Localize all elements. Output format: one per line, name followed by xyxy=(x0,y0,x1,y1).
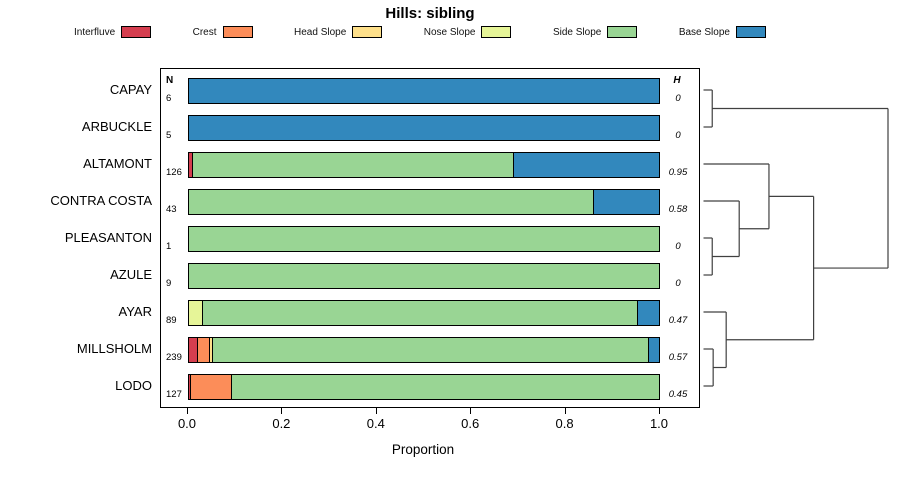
h-value: 0 xyxy=(675,278,681,289)
legend-item: Nose Slope xyxy=(424,26,512,38)
legend-swatch xyxy=(607,26,638,38)
legend-label: Side Slope xyxy=(552,26,602,38)
legend-label: Crest xyxy=(192,26,217,38)
h-value: 0.45 xyxy=(668,389,688,400)
x-axis-tick xyxy=(281,408,283,414)
bar-segment-side-slope xyxy=(212,337,650,363)
bar-segment-base-slope xyxy=(592,189,660,215)
bar-segment-base-slope xyxy=(648,337,660,363)
x-axis-tick-label: 0.0 xyxy=(177,416,197,431)
bar-segment-base-slope xyxy=(636,300,660,326)
h-value: 0.47 xyxy=(668,315,688,326)
bar-segment-side-slope xyxy=(188,189,594,215)
legend-swatch xyxy=(222,26,253,38)
n-value: 6 xyxy=(166,93,172,104)
x-axis-tick xyxy=(470,408,472,414)
legend-item: Base Slope xyxy=(679,26,766,38)
legend-label: Base Slope xyxy=(678,26,730,38)
y-axis-label: LODO xyxy=(115,378,152,393)
n-value: 43 xyxy=(166,204,177,215)
y-axis-label: ALTAMONT xyxy=(83,156,152,171)
plot-panel: N H 6 0 5 0 126 0.95 43 0.58 1 0 9 0 89 0.47 239 0.57 12… xyxy=(160,68,700,408)
n-value: 5 xyxy=(166,130,172,141)
x-axis-tick xyxy=(375,408,377,414)
x-axis-tick-label: 0.2 xyxy=(272,416,291,431)
h-value: 0 xyxy=(675,93,681,104)
y-axis-label: PLEASANTON xyxy=(64,230,152,245)
x-axis-title: Proportion xyxy=(391,442,455,457)
n-column-header: N xyxy=(166,75,174,86)
x-axis-tick xyxy=(564,408,566,414)
legend-item: Interfluve xyxy=(74,26,152,38)
bar-segment-base-slope xyxy=(512,152,660,178)
h-column-header: H xyxy=(673,75,681,86)
legend-label: Interfluve xyxy=(74,26,116,38)
h-value: 0.95 xyxy=(668,167,688,178)
h-value: 0.58 xyxy=(668,204,688,215)
legend-item: Side Slope xyxy=(552,26,638,38)
bar-segment-base-slope xyxy=(188,78,660,104)
y-axis-label: AYAR xyxy=(118,304,152,319)
legend: Interfluve Crest Head Slope Nose Slope Side … xyxy=(74,26,766,38)
bar-segment-side-slope xyxy=(202,300,638,326)
y-axis-label: ARBUCKLE xyxy=(81,119,152,134)
h-value: 0 xyxy=(675,241,681,252)
legend-swatch xyxy=(352,26,383,38)
y-axis-label: CAPAY xyxy=(109,82,152,97)
n-value: 127 xyxy=(166,389,182,400)
n-value: 9 xyxy=(166,278,172,289)
x-axis-tick-label: 0.8 xyxy=(555,416,574,431)
y-axis-label: MILLSHOLM xyxy=(76,341,152,356)
n-value: 126 xyxy=(166,167,182,178)
chart-title: Hills: sibling xyxy=(385,5,475,22)
bar-segment-side-slope xyxy=(230,374,660,400)
legend-item: Crest xyxy=(193,26,253,38)
x-axis-tick-label: 0.6 xyxy=(461,416,480,431)
bar-segment-nose-slope xyxy=(188,300,204,326)
legend-swatch xyxy=(481,26,512,38)
n-value: 1 xyxy=(166,241,172,252)
legend-label: Nose Slope xyxy=(423,26,476,38)
n-value: 239 xyxy=(166,352,182,363)
x-axis-tick-label: 1.0 xyxy=(649,416,669,431)
bar-segment-side-slope xyxy=(188,263,660,289)
x-axis-tick-label: 0.4 xyxy=(366,416,385,431)
x-axis-tick xyxy=(659,408,660,414)
x-axis-tick xyxy=(187,408,188,414)
dendrogram-svg xyxy=(703,89,889,387)
bar-segment-crest xyxy=(189,374,232,400)
h-value: 0.57 xyxy=(668,352,688,363)
bar-segment-side-slope xyxy=(191,152,514,178)
n-value: 89 xyxy=(166,315,177,326)
h-value: 0 xyxy=(675,130,681,141)
legend-item: Head Slope xyxy=(294,26,383,38)
y-axis-label: AZULE xyxy=(110,267,152,282)
y-axis-label: CONTRA COSTA xyxy=(50,193,152,208)
bar-segment-side-slope xyxy=(188,226,660,252)
legend-swatch xyxy=(735,26,766,38)
legend-swatch xyxy=(121,26,152,38)
legend-label: Head Slope xyxy=(294,26,347,38)
bar-segment-base-slope xyxy=(188,115,660,141)
